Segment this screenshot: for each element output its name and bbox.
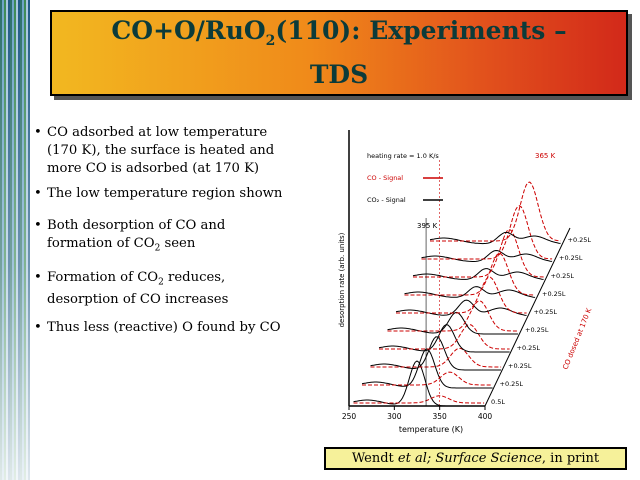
bullet-text: seen: [160, 236, 196, 251]
x-tick-label: 300: [387, 412, 402, 421]
bullet-item: Both desorption of CO and formation of C…: [34, 217, 334, 258]
slide-title: CO+O/RuO2(110): Experiments – TDS: [111, 14, 566, 92]
citation-author: Wendt: [351, 451, 398, 466]
bullet-item: Formation of CO2 reduces, desorption of …: [34, 269, 334, 310]
bullet-text: reduces,: [163, 269, 226, 285]
offset-label: +0.25L: [500, 380, 524, 388]
bullet-text: The low temperature region shown: [47, 186, 283, 201]
title-subscript: 2: [265, 33, 276, 49]
co2-curve: [378, 324, 510, 353]
bullet-text: Both desorption of CO and: [47, 218, 226, 233]
co-curve: [430, 181, 561, 242]
title-banner: CO+O/RuO2(110): Experiments – TDS: [50, 10, 628, 96]
offset-label: +0.25L: [568, 236, 592, 244]
co2-curve: [421, 249, 553, 262]
co-curve: [421, 205, 553, 260]
title-part: CO+O/RuO: [111, 16, 266, 45]
x-tick-label: 250: [342, 412, 357, 421]
offset-label: +0.25L: [525, 326, 549, 334]
citation-journal: Surface Science: [431, 451, 542, 466]
title-line-2: TDS: [309, 60, 369, 89]
bullet-item: Thus less (reactive) O found by CO: [34, 319, 334, 337]
bullet-text: desorption of CO increases: [47, 292, 229, 308]
offset-labels: 0.5L +0.25L +0.25L +0.25L +0.25L +0.25L +0.25L…: [491, 236, 591, 406]
decorative-sidebar: [0, 0, 30, 480]
bullet-item: CO adsorbed at low temperature (170 K), …: [34, 124, 334, 178]
legend-heating-rate: heating rate = 1.0 K/s: [367, 152, 439, 160]
bullet-text: more CO is adsorbed (at 170 K): [47, 161, 260, 176]
legend-co2-signal: CO₂ - Signal: [367, 196, 406, 204]
offset-axis-annotation: CO dosed at 170 K: [561, 307, 593, 371]
co2-curve: [412, 268, 544, 280]
bullet-subscript: 2: [158, 277, 164, 288]
offset-label: +0.25L: [559, 254, 583, 262]
title-part: (110): Experiments –: [275, 16, 567, 45]
bullet-text: CO adsorbed at low temperature: [47, 125, 268, 140]
co-curve: [362, 371, 493, 386]
co-curve: [353, 395, 485, 404]
co2-curve: [370, 336, 502, 371]
bullet-text: Thus less (reactive) O found by CO: [47, 320, 281, 336]
co-curve: [387, 300, 519, 332]
co-curve: [413, 228, 544, 278]
co2-curve: [387, 311, 519, 335]
x-tick-label: 400: [478, 412, 493, 421]
offset-label: +0.25L: [517, 344, 541, 352]
bullet-text: Formation of CO: [47, 269, 159, 285]
offset-label: 0.5L: [491, 398, 505, 406]
citation-tail: , in print: [541, 451, 600, 466]
bullet-text: (170 K), the surface is heated and: [47, 143, 275, 158]
tds-chart: 250 300 350 400 temperature (K) desorption …: [338, 130, 594, 434]
curve-layer: [353, 160, 561, 407]
co2-peak-annotation: 395 K: [417, 222, 438, 230]
citation-box: Wendt et al; Surface Science, in print: [324, 447, 627, 470]
offset-label: +0.25L: [508, 362, 532, 370]
offset-label: +0.25L: [542, 290, 566, 298]
co-curve: [396, 276, 527, 314]
bullet-list: CO adsorbed at low temperature (170 K), …: [34, 124, 334, 337]
y-axis-label: desorption rate (arb. units): [338, 232, 346, 327]
x-axis-label: temperature (K): [399, 425, 463, 434]
co-curve: [370, 347, 502, 368]
co2-curve: [429, 231, 561, 245]
co-curve: [379, 323, 510, 350]
bullet-text: formation of CO: [47, 236, 155, 251]
offset-label: +0.25L: [551, 272, 575, 280]
offset-label: +0.25L: [534, 308, 558, 316]
x-ticks: 250 300 350 400: [342, 406, 493, 421]
bullet-subscript: 2: [154, 243, 161, 254]
x-tick-label: 350: [433, 412, 448, 421]
bullet-item: The low temperature region shown: [34, 185, 334, 203]
citation-etal: et al;: [397, 451, 432, 466]
co2-curve: [404, 286, 536, 298]
legend-co-signal: CO - Signal: [367, 174, 403, 182]
co2-curve: [395, 299, 527, 316]
co-peak-annotation: 365 K: [535, 152, 556, 160]
depth-axis: [484, 227, 571, 407]
